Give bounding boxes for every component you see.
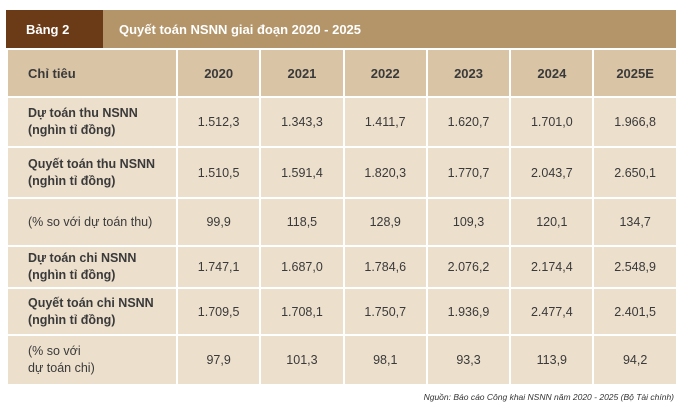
table-number-tag: Bảng 2	[6, 10, 103, 48]
table-cell: 1.687,0	[259, 245, 345, 289]
row-label-line1: Dự toán thu NSNN	[28, 106, 138, 120]
table-cell: 1.708,1	[259, 287, 345, 336]
table-cell: 93,3	[425, 334, 512, 386]
row-label: Quyết toán chi NSNN (nghìn tỉ đồng)	[6, 287, 178, 336]
table-cell: 1.411,7	[342, 96, 428, 148]
table-cell: 97,9	[175, 334, 262, 386]
table-cell: 1.591,4	[259, 146, 345, 199]
table-cell: 1.750,7	[342, 287, 428, 336]
row-label-line2: (nghìn tỉ đồng)	[28, 173, 116, 188]
table-title: Quyết toán NSNN giai đoạn 2020 - 2025	[119, 21, 362, 37]
row-label-line2: (nghìn tỉ đồng)	[28, 268, 116, 282]
table-cell: 1.510,5	[175, 146, 262, 199]
table-cell: 1.701,0	[509, 96, 595, 148]
row-label-line1: Quyết toán thu NSNN	[28, 156, 156, 171]
table-cell: 1.709,5	[175, 287, 262, 336]
table-cell: 101,3	[259, 334, 345, 386]
table-row: (% so với dự toán thu) 99,9 118,5 128,9 …	[6, 197, 678, 247]
table-cell: 2.174,4	[509, 245, 595, 289]
row-label: Quyết toán thu NSNN (nghìn tỉ đồng)	[6, 146, 178, 199]
table-row: Quyết toán chi NSNN (nghìn tỉ đồng) 1.709…	[6, 287, 678, 336]
table-cell: 94,2	[592, 334, 678, 386]
table-cell: 1.936,9	[425, 287, 512, 336]
column-header: 2025E	[592, 48, 678, 98]
table-cell: 113,9	[509, 334, 595, 386]
table-header-row: Chỉ tiêu 2020 2021 2022 2023 2024 2025E	[6, 48, 678, 98]
table-cell: 2.076,2	[425, 245, 512, 289]
table-cell: 1.512,3	[175, 96, 262, 148]
column-header: 2021	[259, 48, 345, 98]
table-cell: 2.401,5	[592, 287, 678, 336]
column-header: Chỉ tiêu	[6, 48, 178, 98]
table-cell: 1.747,1	[175, 245, 262, 289]
table-cell: 98,1	[342, 334, 428, 386]
table-cell: 2.043,7	[509, 146, 595, 199]
table-cell: 120,1	[509, 197, 595, 247]
table-cell: 99,9	[175, 197, 262, 247]
table-cell: 1.770,7	[425, 146, 512, 199]
column-header: 2023	[425, 48, 512, 98]
table-row: Dự toán chi NSNN (nghìn tỉ đồng) 1.747,1 …	[6, 245, 678, 289]
table-cell: 2.548,9	[592, 245, 678, 289]
row-label-line1: Quyết toán chi NSNN	[28, 295, 154, 310]
source-note: Nguồn: Báo cáo Công khai NSNN năm 2020 -…	[423, 392, 674, 402]
row-label-line1: (% so với	[28, 344, 81, 358]
table-cell: 1.620,7	[425, 96, 512, 148]
row-label-line2: dự toán chi)	[28, 361, 95, 375]
row-label: Dự toán chi NSNN (nghìn tỉ đồng)	[6, 245, 178, 289]
row-label: (% so với dự toán thu)	[6, 197, 178, 247]
column-header: 2024	[509, 48, 595, 98]
table-cell: 109,3	[425, 197, 512, 247]
row-label-line2: (nghìn tỉ đồng)	[28, 123, 116, 137]
table-cell: 2.477,4	[509, 287, 595, 336]
table-cell: 1.784,6	[342, 245, 428, 289]
table-cell: 1.966,8	[592, 96, 678, 148]
column-header: 2020	[175, 48, 262, 98]
row-label-line1: Dự toán chi NSNN	[28, 251, 137, 265]
table-row: Quyết toán thu NSNN (nghìn tỉ đồng) 1.510…	[6, 146, 678, 199]
table-cell: 134,7	[592, 197, 678, 247]
table-cell: 1.343,3	[259, 96, 345, 148]
table-row: (% so với dự toán chi) 97,9 101,3 98,1 93…	[6, 334, 678, 386]
table-cell: 118,5	[259, 197, 345, 247]
budget-table: Chỉ tiêu 2020 2021 2022 2023 2024 2025E …	[6, 48, 678, 386]
table-cell: 1.820,3	[342, 146, 428, 199]
column-header: 2022	[342, 48, 428, 98]
table-header-bar: Bảng 2 Quyết toán NSNN giai đoạn 2020 - …	[6, 10, 676, 48]
row-label: (% so với dự toán chi)	[6, 334, 178, 386]
table-cell: 128,9	[342, 197, 428, 247]
row-label: Dự toán thu NSNN (nghìn tỉ đồng)	[6, 96, 178, 148]
table-row: Dự toán thu NSNN (nghìn tỉ đồng) 1.512,3 …	[6, 96, 678, 148]
table-cell: 2.650,1	[592, 146, 678, 199]
row-label-line2: (nghìn tỉ đồng)	[28, 312, 116, 327]
